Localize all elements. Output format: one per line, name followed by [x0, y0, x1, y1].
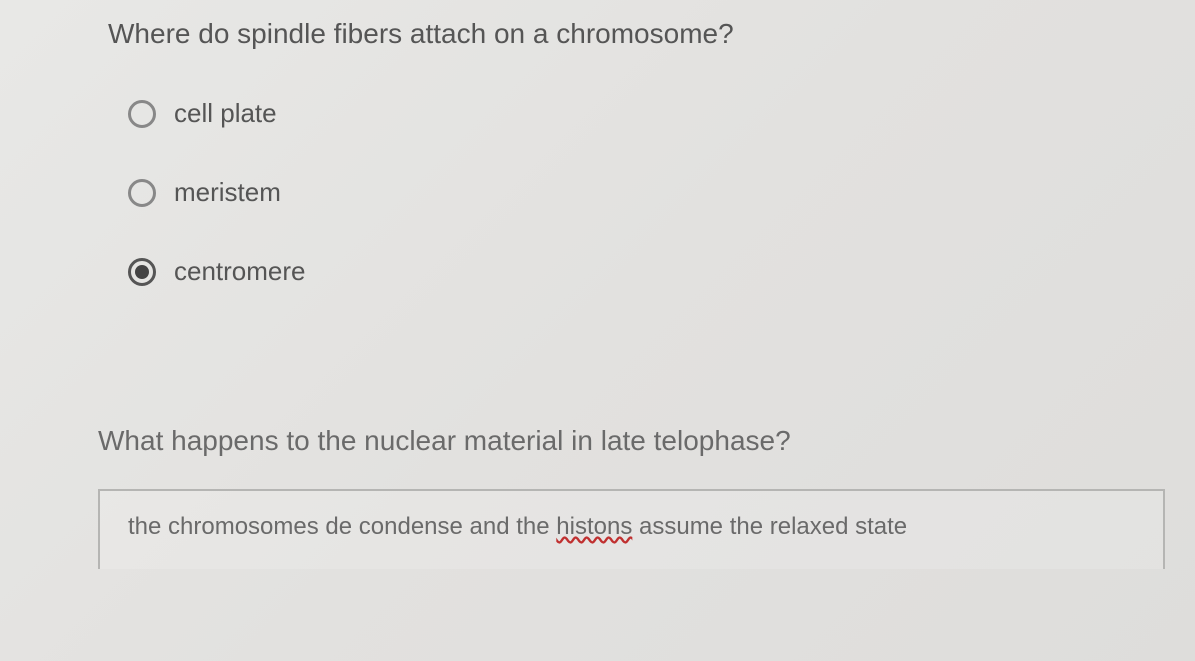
radio-icon: [128, 100, 156, 128]
option-cell-plate[interactable]: cell plate: [128, 98, 1195, 129]
answer-input-box[interactable]: the chromosomes de condense and the hist…: [98, 489, 1165, 569]
option-label: cell plate: [174, 98, 277, 129]
answer-text: the chromosomes de condense and the hist…: [128, 513, 907, 540]
answer-suffix: assume the relaxed state: [632, 513, 907, 540]
question-2-text: What happens to the nuclear material in …: [98, 425, 1195, 457]
option-centromere[interactable]: centromere: [128, 256, 1195, 287]
radio-dot-icon: [135, 265, 149, 279]
radio-selected-icon: [128, 258, 156, 286]
answer-misspelled-word: histons: [556, 513, 632, 540]
option-meristem[interactable]: meristem: [128, 177, 1195, 208]
question-1-text: Where do spindle fibers attach on a chro…: [108, 18, 1195, 50]
radio-icon: [128, 179, 156, 207]
question-1-options: cell plate meristem centromere: [108, 98, 1195, 287]
answer-prefix: the chromosomes de condense and the: [128, 513, 556, 540]
option-label: meristem: [174, 177, 281, 208]
option-label: centromere: [174, 256, 306, 287]
